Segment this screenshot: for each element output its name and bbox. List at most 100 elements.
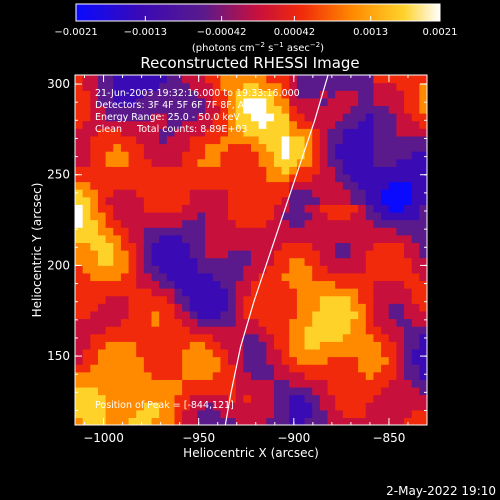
- heatmap-cell: [266, 143, 275, 152]
- heatmap-cell: [327, 356, 336, 365]
- heatmap-cell: [105, 227, 114, 236]
- heatmap-cell: [136, 234, 145, 243]
- heatmap-cell: [388, 318, 397, 327]
- heatmap-cell: [220, 288, 229, 297]
- heatmap-cell: [105, 272, 114, 282]
- heatmap-cell: [159, 257, 168, 266]
- heatmap-cell: [365, 272, 375, 282]
- heatmap-cell: [189, 394, 199, 403]
- heatmap-cell: [342, 295, 352, 304]
- heatmap-cell: [151, 204, 160, 213]
- heatmap-cell: [82, 113, 91, 122]
- heatmap-cell: [136, 135, 145, 145]
- heatmap-cell: [319, 371, 329, 380]
- heatmap-cell: [312, 90, 321, 99]
- heatmap-cell: [342, 135, 352, 145]
- heatmap-cell: [335, 356, 344, 365]
- heatmap-cell: [90, 219, 99, 228]
- heatmap-image: [75, 75, 427, 425]
- heatmap-cell: [182, 234, 191, 243]
- heatmap-cell: [327, 135, 336, 145]
- heatmap-cell: [235, 242, 244, 251]
- heatmap-cell: [319, 189, 329, 198]
- heatmap-cell: [319, 250, 329, 259]
- heatmap-cell: [228, 227, 237, 236]
- heatmap-cell: [243, 288, 252, 297]
- heatmap-cell: [365, 318, 375, 327]
- heatmap-cell: [350, 272, 359, 282]
- heatmap-cell: [342, 409, 352, 418]
- heatmap-cell: [312, 409, 321, 418]
- heatmap-cell: [90, 371, 99, 380]
- heatmap-cell: [304, 326, 313, 335]
- heatmap-cell: [342, 242, 352, 251]
- heatmap-cell: [151, 173, 160, 183]
- heatmap-cell: [258, 417, 267, 425]
- heatmap-cell: [381, 310, 390, 320]
- heatmap-cell: [281, 272, 290, 282]
- heatmap-cell: [228, 310, 237, 320]
- heatmap-cell: [220, 75, 229, 84]
- heatmap-cell: [419, 211, 427, 221]
- heatmap-cell: [189, 341, 199, 350]
- heatmap-cell: [273, 143, 283, 152]
- heatmap-cell: [128, 105, 137, 114]
- heatmap-cell: [182, 409, 191, 418]
- heatmap-cell: [419, 166, 427, 175]
- heatmap-cell: [159, 158, 168, 167]
- heatmap-cell: [159, 409, 168, 418]
- heatmap-cell: [258, 234, 267, 243]
- heatmap-cell: [312, 135, 321, 145]
- heatmap-cell: [381, 417, 390, 425]
- heatmap-cell: [166, 288, 176, 297]
- heatmap-cell: [228, 295, 237, 304]
- heatmap-cell: [151, 219, 160, 228]
- heatmap-cell: [388, 386, 397, 396]
- heatmap-cell: [105, 143, 114, 152]
- heatmap-cell: [350, 326, 359, 335]
- heatmap-cell: [289, 348, 298, 358]
- heatmap-cell: [404, 409, 413, 418]
- heatmap-cell: [273, 417, 283, 425]
- heatmap-cell: [159, 242, 168, 251]
- heatmap-cell: [373, 265, 382, 274]
- heatmap-cell: [189, 386, 199, 396]
- heatmap-cell: [174, 318, 183, 327]
- heatmap-cell: [319, 97, 329, 107]
- solar-limb-curve: [224, 75, 329, 425]
- heatmap-cell: [411, 227, 420, 236]
- heatmap-cell: [235, 196, 244, 205]
- heatmap-cell: [266, 120, 275, 129]
- heatmap-cell: [136, 310, 145, 320]
- heatmap-cell: [419, 82, 427, 91]
- heatmap-cell: [113, 196, 122, 205]
- heatmap-cell: [197, 75, 206, 84]
- heatmap-cell: [373, 120, 382, 129]
- heatmap-cell: [243, 379, 252, 388]
- heatmap-cell: [197, 318, 206, 327]
- heatmap-cell: [319, 272, 329, 282]
- heatmap-cell: [113, 189, 122, 198]
- heatmap-cell: [358, 196, 367, 205]
- heatmap-cell: [411, 158, 420, 167]
- heatmap-cell: [212, 303, 221, 312]
- heatmap-cell: [411, 97, 420, 107]
- heatmap-cell: [151, 318, 160, 327]
- heatmap-cell: [266, 105, 275, 114]
- heatmap-cell: [182, 371, 191, 380]
- heatmap-cell: [296, 105, 306, 114]
- heatmap-cell: [258, 326, 267, 335]
- heatmap-cell: [342, 257, 352, 266]
- heatmap-cell: [120, 386, 130, 396]
- heatmap-cell: [205, 402, 214, 411]
- heatmap-cell: [258, 211, 267, 221]
- heatmap-cell: [182, 310, 191, 320]
- heatmap-cell: [289, 364, 298, 373]
- heatmap-cell: [404, 326, 413, 335]
- heatmap-cell: [189, 402, 199, 411]
- heatmap-cell: [128, 257, 137, 266]
- heatmap-cell: [296, 97, 306, 107]
- heatmap-cell: [342, 181, 352, 190]
- heatmap-cell: [327, 379, 336, 388]
- heatmap-cell: [289, 310, 298, 320]
